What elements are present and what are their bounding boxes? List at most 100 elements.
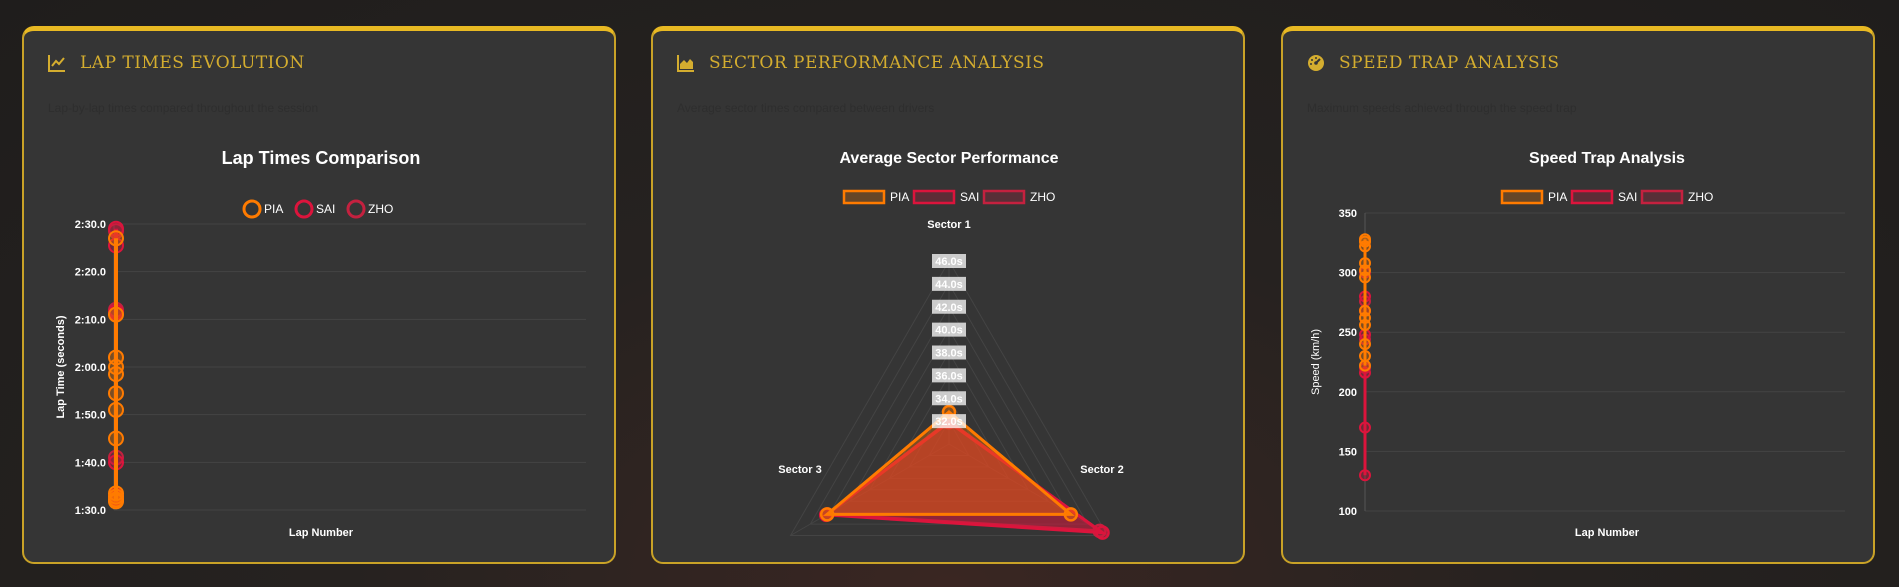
data-point-pia xyxy=(1063,507,1079,522)
data-point-sai xyxy=(1095,525,1110,540)
line-chart-icon xyxy=(48,55,65,72)
panel-title: LAP TIMES EVOLUTION xyxy=(80,53,305,73)
panel-title: SECTOR PERFORMANCE ANALYSIS xyxy=(709,53,1045,73)
legend-label: ZHO xyxy=(368,202,393,216)
speed-trap-chart: Speed Trap Analysis PIA SAI ZHO 100 150 200 250… xyxy=(1310,150,1845,539)
radar-tick-backdrop xyxy=(932,391,966,406)
radar-tick-backdrop xyxy=(932,368,966,383)
speed-trap-panel: SPEED TRAP ANALYSIS Maximum speeds achie… xyxy=(1281,26,1875,564)
legend-marker xyxy=(912,189,956,205)
y-tick-label: 1:30.0 xyxy=(75,505,106,517)
panel-subtitle: Average sector times compared between dr… xyxy=(677,101,935,115)
y-tick-label: 2:20.0 xyxy=(75,267,106,279)
legend-marker xyxy=(1500,189,1544,205)
radar-grid-ring xyxy=(829,305,1069,514)
legend-label: SAI xyxy=(316,202,335,216)
radar-tick-label: 38.0s xyxy=(935,348,963,360)
radar-tick-label: 42.0s xyxy=(935,302,963,314)
y-tick-label: 300 xyxy=(1339,268,1357,280)
y-tick-label: 150 xyxy=(1339,446,1357,458)
speedometer-icon xyxy=(1308,55,1324,71)
x-axis-label: Lap Number xyxy=(1575,527,1640,539)
radar-tick-backdrop xyxy=(932,254,966,268)
radar-tick-label: 34.0s xyxy=(935,393,963,405)
radar-tick-label: 40.0s xyxy=(935,325,963,337)
legend-label: SAI xyxy=(960,190,979,204)
legend-marker xyxy=(982,189,1026,205)
data-point-pia xyxy=(1359,350,1371,363)
radar-tick-backdrop xyxy=(932,322,966,337)
legend-label: PIA xyxy=(890,190,909,204)
data-point-pia xyxy=(1359,240,1371,253)
legend-label: ZHO xyxy=(1030,190,1055,204)
panel-subtitle: Lap-by-lap times compared throughout the… xyxy=(48,101,319,115)
legend-label: ZHO xyxy=(1688,190,1713,204)
y-tick-label: 2:30.0 xyxy=(75,219,106,231)
radar-grid-ring xyxy=(849,328,1049,502)
radar-grid-ring xyxy=(789,259,1109,536)
data-point-pia xyxy=(108,430,124,447)
data-point-pia xyxy=(108,230,124,247)
x-axis-label: Lap Number xyxy=(289,527,354,539)
panel-header: LAP TIMES EVOLUTION xyxy=(48,53,305,73)
legend-label: SAI xyxy=(1618,190,1637,204)
sector-radar-chart: Average Sector Performance PIA SAI ZHO 32.0s… xyxy=(778,150,1124,540)
radar-spoke xyxy=(790,443,950,536)
data-point-pia xyxy=(108,385,124,402)
lap-times-panel: LAP TIMES EVOLUTION Lap-by-lap times com… xyxy=(22,26,616,564)
data-point-sai xyxy=(1359,421,1371,434)
radar-tick-backdrop xyxy=(932,414,966,429)
y-axis-label: Lap Time (seconds) xyxy=(55,315,67,418)
radar-grid-ring xyxy=(868,351,1030,491)
radar-tick-label: 46.0s xyxy=(935,256,963,268)
y-tick-label: 250 xyxy=(1339,327,1357,339)
data-point-pia xyxy=(108,306,124,323)
radar-tick-backdrop xyxy=(932,345,966,360)
chart-title: Speed Trap Analysis xyxy=(1529,150,1685,167)
panel-header: SECTOR PERFORMANCE ANALYSIS xyxy=(677,53,1044,73)
y-tick-label: 1:40.0 xyxy=(75,457,106,469)
radar-grid-ring xyxy=(888,374,1010,479)
legend-marker xyxy=(1570,189,1614,205)
y-tick-label: 200 xyxy=(1339,387,1357,399)
radar-tick-backdrop xyxy=(932,276,966,291)
y-axis-label: Speed (km/h) xyxy=(1310,329,1322,395)
area-chart-icon xyxy=(677,55,694,72)
y-tick-label: 2:00.0 xyxy=(75,362,106,374)
radar-axis-label: Sector 2 xyxy=(1080,464,1123,476)
y-tick-label: 100 xyxy=(1339,506,1357,518)
radar-tick-label: 32.0s xyxy=(935,416,963,428)
panel-subtitle: Maximum speeds achieved through the spee… xyxy=(1307,101,1577,115)
data-point-pia xyxy=(108,401,124,418)
radar-tick-backdrop xyxy=(932,299,966,314)
panel-title: SPEED TRAP ANALYSIS xyxy=(1339,53,1560,73)
legend-marker xyxy=(242,199,262,219)
legend-marker xyxy=(294,199,314,219)
data-point-pia xyxy=(1359,338,1371,351)
radar-axis-label: Sector 1 xyxy=(927,219,970,231)
data-point-pia xyxy=(819,507,835,522)
legend-label: PIA xyxy=(1548,190,1567,204)
radar-area-pia xyxy=(823,410,1075,516)
data-point-pia xyxy=(108,493,124,510)
data-point-pia xyxy=(108,366,124,383)
y-tick-label: 2:10.0 xyxy=(75,314,106,326)
radar-grid-ring xyxy=(908,397,990,468)
radar-spoke xyxy=(948,443,1108,536)
y-tick-label: 1:50.0 xyxy=(75,410,106,422)
radar-tick-label: 36.0s xyxy=(935,370,963,382)
data-point-pia xyxy=(1359,271,1371,284)
y-tick-label: 350 xyxy=(1339,208,1357,220)
radar-grid-ring xyxy=(928,420,970,456)
radar-tick-label: 44.0s xyxy=(935,279,963,291)
legend-marker xyxy=(842,189,886,205)
panel-header: SPEED TRAP ANALYSIS xyxy=(1307,53,1560,73)
legend-marker xyxy=(1640,189,1684,205)
lap-times-chart: Lap Times Comparison PIA SAI ZHO 1:30.0 1:40.… xyxy=(55,148,586,539)
data-point-pia xyxy=(1359,319,1371,332)
legend-marker xyxy=(346,199,366,219)
radar-axis-label: Sector 3 xyxy=(778,464,821,476)
sector-performance-panel: SECTOR PERFORMANCE ANALYSIS Average sect… xyxy=(651,26,1245,564)
data-point-sai xyxy=(1359,469,1371,482)
chart-title: Lap Times Comparison xyxy=(222,148,421,168)
